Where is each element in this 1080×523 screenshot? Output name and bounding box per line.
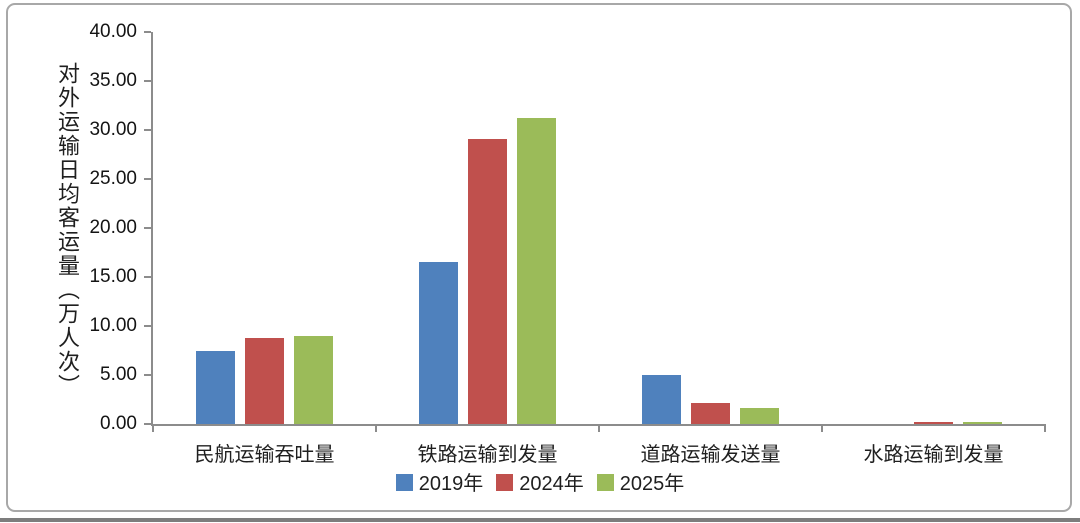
y-tick-mark [144, 31, 151, 33]
y-tick-mark [144, 374, 151, 376]
y-tick-mark [144, 423, 151, 425]
bar-2024年-铁路运输到发量 [468, 138, 507, 424]
x-tick-mark [821, 426, 823, 432]
bar-2024年-道路运输发送量 [691, 403, 730, 424]
y-tick-label: 20.00 [89, 217, 137, 238]
bar-2025年-民航运输吞吐量 [294, 335, 333, 424]
x-tick-mark [1044, 426, 1046, 432]
x-category-label: 铁路运输到发量 [417, 444, 558, 466]
bar-2024年-水路运输到发量 [914, 422, 953, 424]
legend-item-2024年: 2024年 [496, 467, 584, 496]
y-tick-mark [144, 276, 151, 278]
bar-2024年-民航运输吞吐量 [245, 337, 284, 424]
y-tick-label: 40.00 [89, 21, 137, 42]
x-tick-mark [598, 426, 600, 432]
y-tick-label: 5.00 [100, 364, 137, 385]
y-tick-mark [144, 325, 151, 327]
legend-item-2019年: 2019年 [395, 467, 484, 496]
y-tick-label: 25.00 [89, 168, 137, 189]
legend-label: 2024年 [519, 473, 584, 495]
legend-item-2025年: 2025年 [596, 467, 685, 496]
y-tick-label: 35.00 [89, 70, 137, 91]
x-tick-mark [375, 426, 377, 432]
y-axis-line [151, 32, 153, 426]
x-axis-line [151, 424, 1046, 426]
y-tick-label: 30.00 [89, 119, 137, 140]
y-tick-mark [144, 80, 151, 82]
x-category-label: 水路运输到发量 [863, 444, 1004, 466]
y-tick-label: 0.00 [100, 413, 137, 434]
x-category-label: 道路运输发送量 [640, 444, 781, 466]
legend-label: 2025年 [619, 473, 685, 495]
y-tick-label: 15.00 [89, 266, 137, 287]
legend-swatch-2025年 [596, 474, 614, 491]
bar-2025年-水路运输到发量 [963, 422, 1002, 424]
y-tick-mark [144, 227, 151, 229]
legend-swatch-2024年 [496, 474, 514, 491]
x-tick-mark [152, 426, 154, 432]
bar-2025年-铁路运输到发量 [517, 118, 556, 424]
bottom-rule [0, 518, 1080, 522]
bar-2019年-民航运输吞吐量 [196, 350, 235, 424]
bar-2019年-铁路运输到发量 [419, 262, 458, 424]
y-tick-label: 10.00 [89, 315, 137, 336]
legend-swatch-2019年 [395, 474, 413, 491]
y-axis-title: 对外运输日均客运量（万人次） [55, 62, 80, 398]
bar-2019年-道路运输发送量 [642, 375, 681, 424]
bar-2025年-道路运输发送量 [740, 408, 779, 424]
y-tick-mark [144, 129, 151, 131]
legend-label: 2019年 [418, 473, 484, 495]
y-tick-mark [144, 178, 151, 180]
legend: 2019年 2024年 2025年 [0, 467, 1080, 496]
x-category-label: 民航运输吞吐量 [194, 444, 335, 466]
